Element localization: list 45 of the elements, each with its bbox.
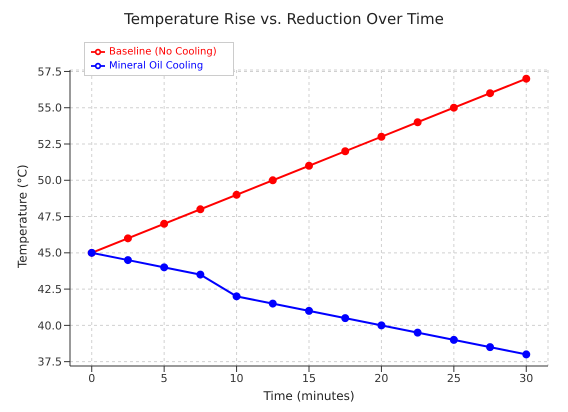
x-tick-label: 15 <box>302 372 316 385</box>
point <box>268 300 277 308</box>
point <box>305 306 313 315</box>
point <box>414 118 422 126</box>
point <box>232 190 241 199</box>
point <box>414 328 422 337</box>
point <box>377 321 386 330</box>
y-tick-label: 37.5 <box>38 356 62 369</box>
y-axis-title: Temperature (°C) <box>15 164 30 269</box>
x-tick-label: 0 <box>88 372 96 385</box>
point <box>450 104 458 112</box>
point <box>305 162 313 170</box>
point <box>486 343 494 352</box>
point <box>341 314 350 322</box>
point <box>196 270 204 279</box>
point <box>522 74 530 83</box>
point <box>341 147 350 156</box>
x-tick-label: 25 <box>446 372 461 385</box>
point <box>160 220 168 228</box>
point <box>450 336 458 344</box>
point <box>124 234 132 242</box>
legend-label: Baseline (No Cooling) <box>109 46 217 58</box>
point <box>160 263 168 272</box>
legend-label: Mineral Oil Cooling <box>109 60 204 72</box>
x-tick-label: 10 <box>230 372 244 385</box>
point <box>377 132 386 141</box>
point <box>486 89 494 98</box>
x-tick-label: 30 <box>519 372 534 385</box>
point <box>124 256 132 264</box>
point <box>268 176 277 184</box>
y-tick-label: 45.0 <box>38 246 62 260</box>
y-tick-label: 52.5 <box>38 138 62 151</box>
point <box>522 350 530 358</box>
x-tick-label: 20 <box>374 372 388 385</box>
chart-title: Temperature Rise vs. Reduction Over Time <box>123 9 445 30</box>
y-tick-label: 50.0 <box>38 174 62 188</box>
y-tick-label: 55.0 <box>38 102 62 115</box>
y-tick-label: 47.5 <box>38 210 62 224</box>
x-axis-title: Time (minutes) <box>262 389 355 403</box>
y-tick-label: 40.0 <box>38 319 62 332</box>
y-tick-label: 42.5 <box>38 283 62 296</box>
point <box>232 292 241 300</box>
y-tick-label: 57.5 <box>38 65 62 78</box>
point <box>196 205 204 214</box>
x-tick-label: 5 <box>160 372 168 385</box>
